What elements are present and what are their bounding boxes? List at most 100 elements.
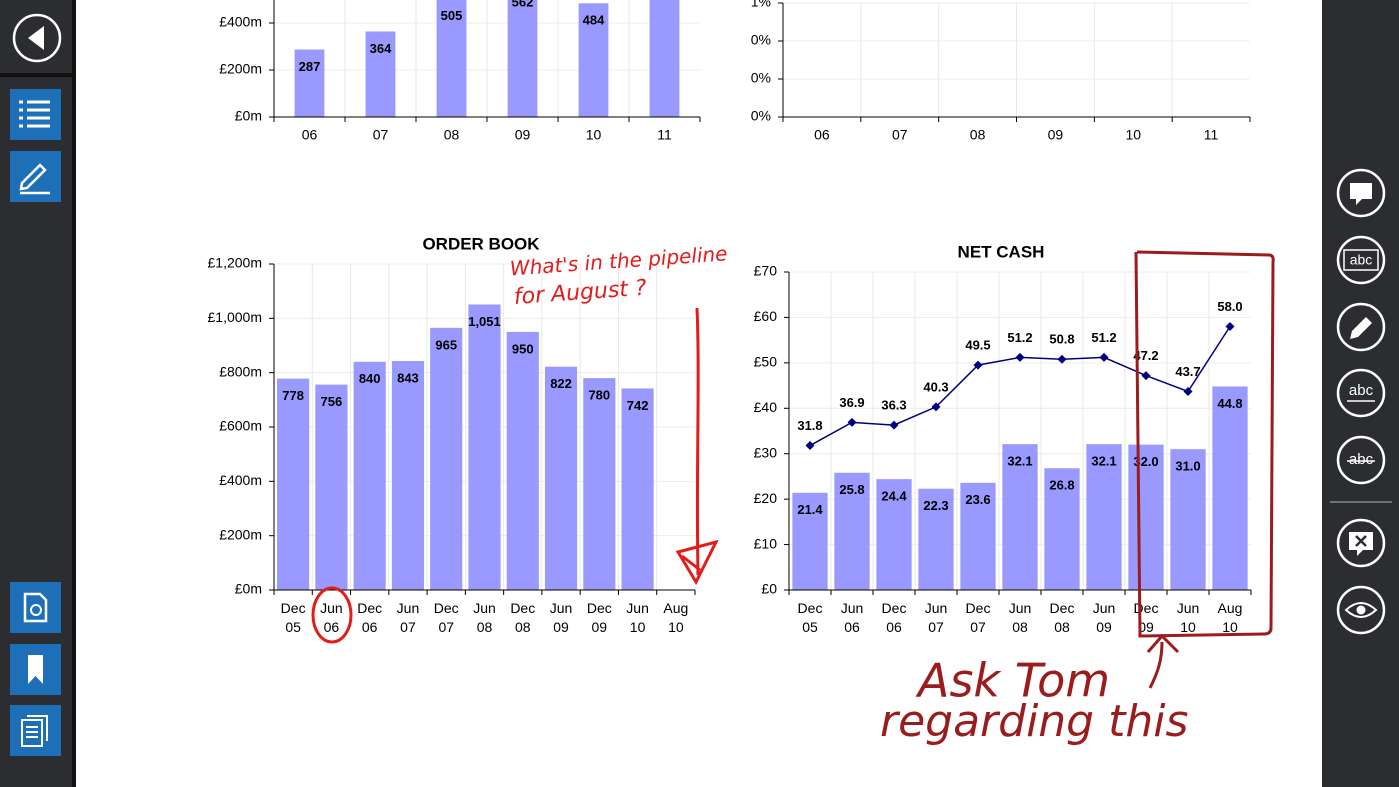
ink-arrowhead (675, 539, 719, 586)
line-value-label: 58.0 (1217, 299, 1242, 314)
x-tick-label-line: 10 (1180, 619, 1196, 635)
x-tick-label-line: 09 (1096, 619, 1112, 635)
history-button[interactable] (10, 582, 61, 633)
bar-value-label: 32.1 (1007, 454, 1032, 469)
x-tick-label-line: 07 (970, 619, 986, 635)
y-tick-label: £600m (219, 418, 262, 434)
left-sidebar (0, 0, 76, 787)
edit-button[interactable] (10, 151, 61, 202)
x-tick-label-line: Jun (1009, 600, 1032, 616)
pen-button[interactable] (1336, 302, 1386, 352)
x-tick-label: Dec 08 (510, 600, 535, 635)
x-tick-label-line: Jun (1177, 600, 1200, 616)
bookmark-button[interactable] (10, 644, 61, 695)
line-marker (1141, 371, 1151, 381)
y-tick-label: £10 (754, 535, 778, 551)
y-tick-label: £1,000m (208, 309, 262, 325)
x-tick-label-line: 06 (362, 619, 378, 635)
x-tick-label: Jun 09 (550, 600, 573, 635)
line-marker (973, 360, 983, 370)
x-tick-label: Dec 06 (357, 600, 382, 635)
chart: ORDER BOOK £0m £200m £400m £600m £800m £1,000m… (208, 234, 696, 635)
x-tick-label-line: 07 (438, 619, 454, 635)
line-marker (1183, 386, 1193, 396)
y-tick-label: £0m (235, 581, 262, 597)
x-tick-label-line: Jun (925, 600, 948, 616)
chart-title: NET CASH (958, 242, 1045, 261)
y-tick-label: 0% (751, 70, 771, 86)
bar (1128, 444, 1164, 590)
underline-label: abc (1349, 382, 1374, 399)
back-button[interactable] (12, 13, 62, 63)
bar-value-label: 32.1 (1091, 454, 1116, 469)
bar-value-label: 26.8 (1049, 478, 1074, 493)
pages-button[interactable] (10, 705, 61, 756)
y-tick-label: £400m (219, 14, 262, 30)
underline-button[interactable]: abc (1336, 368, 1386, 418)
y-tick-label: 0% (751, 108, 771, 124)
bar (1212, 386, 1248, 590)
bar-value-label: 505 (441, 8, 463, 23)
button-ring (1336, 302, 1386, 352)
line-marker (805, 441, 815, 451)
x-tick-label-line: 06 (886, 619, 902, 635)
x-tick-label-line: 09 (553, 619, 569, 635)
bar (544, 366, 578, 590)
comment-button[interactable] (1336, 168, 1386, 218)
edit-icon (19, 163, 50, 195)
bar-value-label: 31.0 (1175, 459, 1200, 474)
comment-icon (1350, 183, 1372, 205)
x-tick-label: 07 (892, 127, 908, 143)
bar-value-label: 562 (512, 0, 534, 9)
x-tick-label: 06 (814, 127, 830, 143)
x-tick-label-line: 10 (668, 619, 684, 635)
bar-value-label: 364 (370, 41, 392, 56)
y-tick-label: £200m (219, 526, 262, 542)
x-tick-label-line: Jun (626, 600, 649, 616)
bar (365, 31, 396, 117)
delete-comment-button[interactable] (1336, 518, 1386, 568)
chart: NET CASH £0 £10 £20 £30 £40 £50 £60 £70 Dec 05 Jun 0… (754, 242, 1252, 635)
chart: 0% 0% 0% 1% 06 07 08 09 10 11 (751, 0, 1251, 143)
bar (506, 331, 539, 590)
view-button[interactable] (1336, 585, 1386, 635)
button-ring (1336, 235, 1386, 285)
bar-value-label: 484 (583, 13, 605, 28)
line-value-label: 47.2 (1133, 348, 1158, 363)
bar-value-label: 822 (550, 376, 572, 391)
bar-value-label: 950 (512, 341, 534, 356)
y-tick-label: £20 (754, 490, 778, 506)
x-tick-label: Dec 07 (434, 600, 459, 635)
x-tick-label-line: 07 (928, 619, 944, 635)
bar (391, 360, 425, 590)
bar-value-label: 840 (359, 371, 381, 386)
strikethrough-button[interactable]: abc (1336, 435, 1386, 485)
line-value-label: 40.3 (923, 379, 948, 394)
bar (1086, 444, 1122, 590)
bar (315, 384, 348, 590)
eye-icon (1344, 602, 1378, 618)
y-tick-label: £60 (754, 308, 778, 324)
bar (583, 378, 616, 590)
x-tick-label: Jun 10 (1177, 600, 1200, 635)
button-ring (1336, 435, 1386, 485)
x-tick-label-line: Dec (357, 600, 382, 616)
strikethrough-label: abc (1349, 451, 1374, 468)
x-tick-label: 08 (444, 127, 460, 143)
bar (1002, 444, 1038, 590)
ink-note: regarding this (880, 696, 1188, 747)
bar-value-label: 22.3 (923, 498, 948, 513)
button-bg (10, 89, 61, 140)
bar-value-label: 24.4 (881, 489, 907, 504)
x-tick-label-line: 10 (630, 619, 646, 635)
textbox-button[interactable]: abc (1336, 235, 1386, 285)
y-tick-label: 1% (751, 0, 771, 10)
x-tick-label: Dec 05 (798, 600, 823, 635)
right-toolbar: abc abc abc (1322, 0, 1399, 787)
bar (960, 482, 996, 590)
x-tick-label: 08 (970, 127, 986, 143)
line-value-label: 31.8 (797, 418, 822, 433)
list-button[interactable] (10, 89, 61, 140)
y-tick-label: £200m (219, 61, 262, 77)
x-tick-label-line: Dec (281, 600, 306, 616)
